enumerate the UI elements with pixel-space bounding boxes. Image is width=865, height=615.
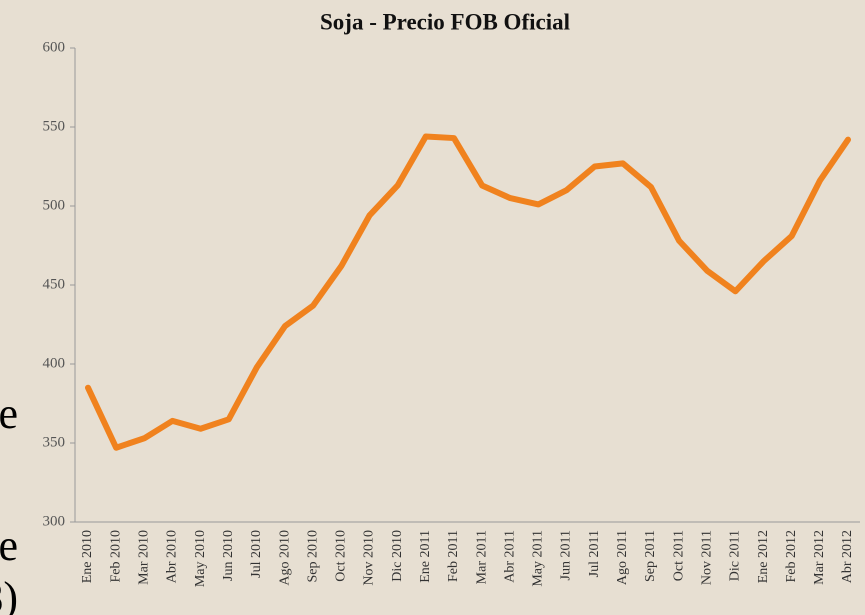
x-tick-label: Sep 2011 (643, 530, 658, 582)
x-tick-label: Abr 2012 (840, 530, 855, 583)
x-tick-label: Ene 2011 (418, 530, 433, 583)
background-text: e (0, 389, 18, 438)
y-tick-label: 500 (43, 197, 66, 213)
x-tick-label: Nov 2010 (362, 530, 377, 586)
x-tick-label: Mar 2010 (137, 530, 152, 585)
x-tick-label: Mar 2012 (812, 530, 827, 585)
x-tick-label: Sep 2010 (305, 530, 320, 583)
x-tick-label: Jun 2010 (221, 530, 236, 581)
x-tick-label: May 2011 (531, 530, 546, 587)
x-tick-label: Mar 2011 (474, 530, 489, 584)
y-tick-label: 550 (43, 118, 66, 134)
background-text: 8) (0, 573, 18, 615)
x-tick-label: Nov 2011 (699, 530, 714, 585)
y-tick-label: 350 (43, 434, 66, 450)
y-tick-label: 450 (43, 276, 66, 292)
x-tick-label: Ene 2010 (80, 530, 95, 583)
x-tick-label: Feb 2011 (446, 530, 461, 582)
line (85, 133, 851, 451)
background-text: e (0, 521, 18, 570)
x-tick-label: May 2010 (193, 530, 208, 587)
x-tick-label: Oct 2010 (334, 530, 349, 582)
x-tick-label: Ago 2011 (615, 530, 630, 585)
chart-title: Soja - Precio FOB Oficial (320, 9, 570, 34)
x-tick-label: Ago 2010 (277, 530, 292, 586)
y-tick-label: 600 (43, 39, 66, 55)
x-tick-label: Jul 2010 (249, 530, 264, 578)
x-tick-label: Oct 2011 (671, 530, 686, 581)
x-tick-label: Abr 2010 (165, 530, 180, 583)
x-tick-label: Feb 2012 (784, 530, 799, 583)
x-tick-label: Abr 2011 (502, 530, 517, 583)
x-tick-label: Jun 2011 (559, 530, 574, 580)
x-tick-label: Jul 2011 (587, 530, 602, 577)
x-tick-label: Feb 2010 (108, 530, 123, 583)
x-tick-label: Ene 2012 (756, 530, 771, 583)
y-tick-label: 300 (43, 513, 66, 529)
x-tick-label: Dic 2011 (728, 530, 743, 581)
y-tick-label: 400 (43, 355, 66, 371)
x-tick-label: Dic 2010 (390, 530, 405, 582)
